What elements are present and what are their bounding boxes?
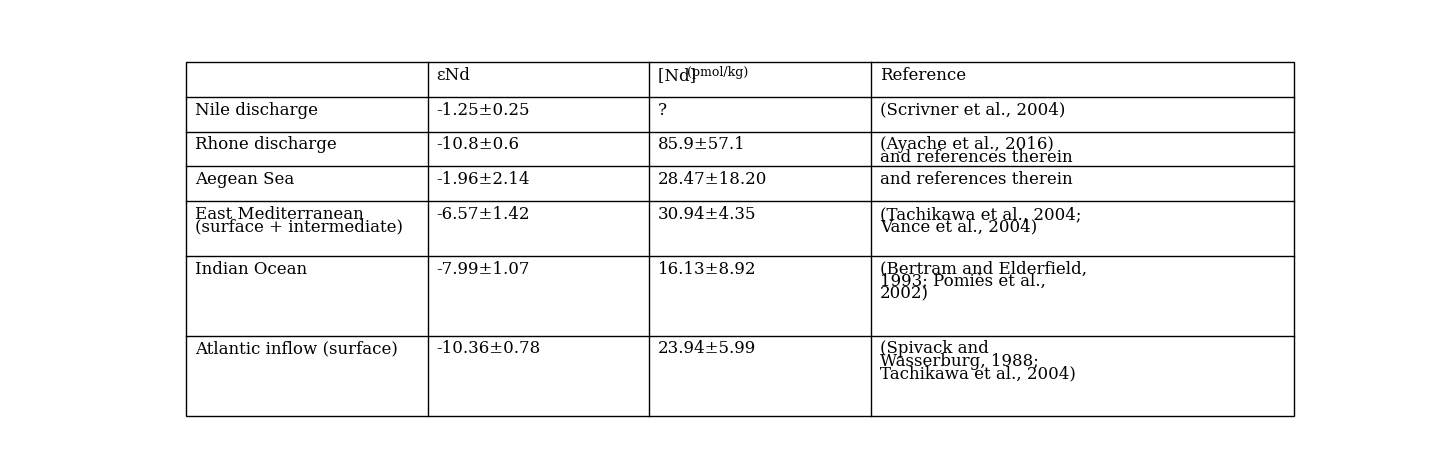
Text: 85.9±57.1: 85.9±57.1 [658,137,747,154]
Text: Rhone discharge: Rhone discharge [195,137,336,154]
Text: εNd: εNd [436,67,471,84]
Text: (pmol/kg): (pmol/kg) [687,66,748,79]
Text: -6.57±1.42: -6.57±1.42 [436,206,530,223]
Text: 30.94±4.35: 30.94±4.35 [658,206,757,223]
Text: -7.99±1.07: -7.99±1.07 [436,261,530,278]
Text: Wasserburg, 1988;: Wasserburg, 1988; [879,353,1038,370]
Text: (Spivack and: (Spivack and [879,340,989,357]
Text: Nile discharge: Nile discharge [195,102,318,119]
Text: (surface + intermediate): (surface + intermediate) [195,219,403,236]
Text: Reference: Reference [879,67,966,84]
Text: 2002): 2002) [879,286,928,303]
Text: (Ayache et al., 2016): (Ayache et al., 2016) [879,137,1054,154]
Text: [Nd]: [Nd] [658,67,702,84]
Text: -1.96±2.14: -1.96±2.14 [436,171,530,188]
Text: and references therein: and references therein [879,149,1073,166]
Text: Aegean Sea: Aegean Sea [195,171,295,188]
Text: 16.13±8.92: 16.13±8.92 [658,261,757,278]
Text: (Bertram and Elderfield,: (Bertram and Elderfield, [879,261,1087,278]
Text: 28.47±18.20: 28.47±18.20 [658,171,768,188]
Text: Indian Ocean: Indian Ocean [195,261,308,278]
Text: -10.36±0.78: -10.36±0.78 [436,340,542,357]
Text: Vance et al., 2004): Vance et al., 2004) [879,219,1037,236]
Text: ?: ? [658,102,667,119]
Text: -1.25±0.25: -1.25±0.25 [436,102,530,119]
Text: and references therein: and references therein [879,171,1073,188]
Text: -10.8±0.6: -10.8±0.6 [436,137,520,154]
Text: 1993; Pomiès et al.,: 1993; Pomiès et al., [879,273,1045,290]
Text: 23.94±5.99: 23.94±5.99 [658,340,757,357]
Text: (Tachikawa et al., 2004;: (Tachikawa et al., 2004; [879,206,1082,223]
Text: (Scrivner et al., 2004): (Scrivner et al., 2004) [879,102,1066,119]
Text: Tachikawa et al., 2004): Tachikawa et al., 2004) [879,365,1076,383]
Text: Atlantic inflow (surface): Atlantic inflow (surface) [195,340,399,357]
Text: East Mediterranean: East Mediterranean [195,206,364,223]
